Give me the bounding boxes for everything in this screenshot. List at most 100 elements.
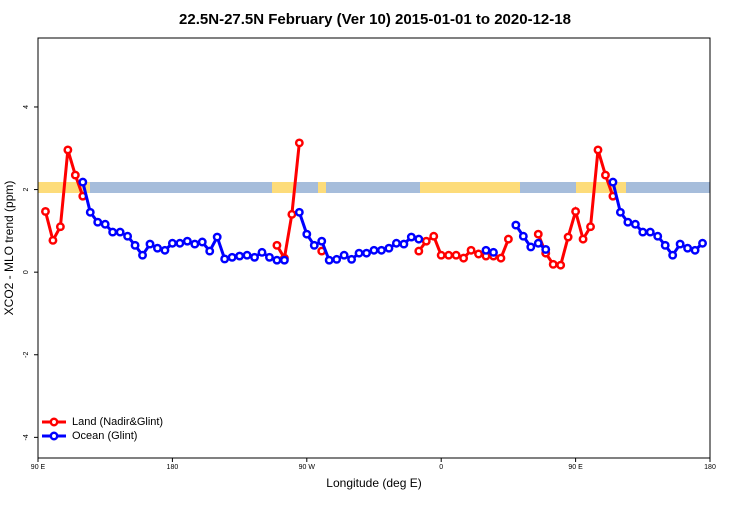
data-point xyxy=(108,227,118,237)
data-point xyxy=(317,236,327,246)
data-point xyxy=(578,234,588,244)
data-point xyxy=(377,245,386,255)
data-point xyxy=(227,252,237,262)
data-point xyxy=(444,250,454,260)
data-point xyxy=(548,259,558,269)
data-point xyxy=(242,250,252,260)
data-point xyxy=(623,217,633,227)
data-point xyxy=(653,231,663,241)
data-point xyxy=(347,254,357,264)
y-axis-label: XCO2 - MLO trend (ppm) xyxy=(2,181,16,316)
data-point xyxy=(182,236,192,246)
land-strip xyxy=(318,182,326,193)
data-point xyxy=(601,170,610,180)
data-point xyxy=(205,246,215,256)
data-point xyxy=(481,245,491,255)
data-point xyxy=(466,245,476,255)
y-tick-label: -2 xyxy=(23,352,30,358)
x-tick-label: 90 W xyxy=(299,464,316,471)
data-point xyxy=(533,238,543,248)
data-point xyxy=(220,254,230,264)
ocean-strip xyxy=(38,182,710,193)
data-point xyxy=(399,239,409,249)
data-point xyxy=(451,250,461,260)
data-point xyxy=(369,245,379,255)
data-point xyxy=(41,207,50,216)
data-point xyxy=(78,177,88,187)
data-point xyxy=(690,245,700,255)
data-point xyxy=(421,236,431,246)
data-point xyxy=(212,232,222,242)
data-point xyxy=(294,207,304,217)
chart-title: 22.5N-27.5N February (Ver 10) 2015-01-01… xyxy=(179,11,571,28)
data-point xyxy=(586,222,595,232)
data-point xyxy=(153,243,162,253)
land-strip xyxy=(576,182,626,193)
data-point xyxy=(698,238,707,248)
data-point xyxy=(474,249,483,259)
x-tick-label: 180 xyxy=(167,464,179,471)
legend-label: Ocean (Glint) xyxy=(72,430,137,442)
data-point xyxy=(660,240,670,250)
data-point xyxy=(518,231,528,241)
x-tick-label: 90 E xyxy=(31,464,46,471)
data-point xyxy=(496,253,506,263)
data-point xyxy=(190,239,200,249)
data-point xyxy=(630,219,640,229)
data-point xyxy=(638,227,648,237)
data-point xyxy=(563,232,573,242)
data-point xyxy=(668,250,678,260)
data-point xyxy=(272,240,282,250)
data-point xyxy=(683,243,693,253)
data-point xyxy=(70,170,80,180)
plot-frame xyxy=(37,37,711,459)
data-point xyxy=(362,248,371,258)
data-point xyxy=(175,238,185,248)
data-point xyxy=(138,250,147,260)
data-point xyxy=(85,207,95,217)
data-point xyxy=(130,240,140,250)
legend-label: Land (Nadir&Glint) xyxy=(72,416,163,428)
data-point xyxy=(294,138,304,148)
land-strip xyxy=(420,182,520,193)
data-point xyxy=(414,246,424,256)
data-point xyxy=(459,253,469,263)
data-point xyxy=(123,231,133,241)
data-point xyxy=(384,243,394,253)
data-point xyxy=(287,209,297,219)
data-point xyxy=(265,252,274,262)
data-point xyxy=(302,229,312,239)
data-point xyxy=(145,239,155,249)
data-point xyxy=(593,145,603,155)
series-line xyxy=(44,142,615,267)
data-point xyxy=(309,240,319,250)
x-tick-label: 90 E xyxy=(568,464,583,471)
y-tick-label: 0 xyxy=(23,270,30,274)
data-point xyxy=(197,237,207,247)
x-axis-label: Longitude (deg E) xyxy=(326,476,421,490)
data-point xyxy=(332,254,342,264)
data-point xyxy=(503,234,513,244)
data-point xyxy=(272,255,282,265)
data-point xyxy=(235,251,245,261)
data-point xyxy=(645,227,655,237)
legend-marker xyxy=(49,417,59,427)
data-point xyxy=(675,239,685,249)
data-point xyxy=(160,245,170,255)
x-tick-label: 180 xyxy=(704,464,716,471)
data-point xyxy=(167,238,177,248)
data-point xyxy=(115,227,125,237)
data-point xyxy=(526,242,536,252)
data-point xyxy=(250,252,259,262)
data-point xyxy=(533,229,543,239)
data-point xyxy=(279,255,289,265)
x-tick-label: 0 xyxy=(439,464,443,471)
data-point xyxy=(429,231,439,241)
data-point xyxy=(489,247,498,257)
data-point xyxy=(608,177,618,187)
data-point xyxy=(406,232,416,242)
data-point xyxy=(556,260,566,270)
data-point xyxy=(93,217,103,227)
data-point xyxy=(436,250,446,260)
